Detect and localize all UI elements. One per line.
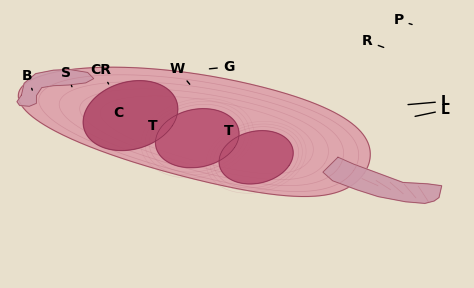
Polygon shape bbox=[17, 69, 94, 106]
Text: T: T bbox=[148, 119, 157, 133]
Text: C: C bbox=[113, 107, 124, 120]
Text: P: P bbox=[393, 13, 412, 27]
Text: CR: CR bbox=[91, 63, 111, 84]
Polygon shape bbox=[83, 81, 178, 151]
Polygon shape bbox=[18, 67, 370, 196]
Polygon shape bbox=[219, 131, 293, 184]
Text: G: G bbox=[210, 60, 234, 74]
Text: B: B bbox=[22, 69, 33, 90]
Text: W: W bbox=[170, 62, 190, 84]
Polygon shape bbox=[155, 109, 239, 168]
Polygon shape bbox=[323, 157, 442, 203]
Text: R: R bbox=[362, 35, 383, 48]
Text: T: T bbox=[224, 124, 234, 138]
Text: L: L bbox=[415, 103, 450, 117]
Text: L: L bbox=[408, 94, 450, 108]
Text: S: S bbox=[61, 66, 72, 87]
